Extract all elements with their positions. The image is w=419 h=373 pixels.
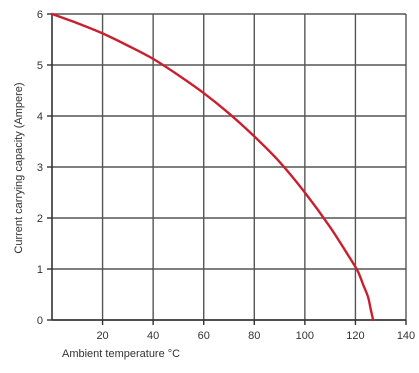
x-tick-label: 100 (296, 330, 314, 342)
series-line (50, 12, 375, 322)
y-tick-label: 0 (37, 315, 43, 327)
x-axis-label: Ambient temperature °C (62, 348, 180, 360)
axes (47, 13, 407, 325)
y-tick-label: 3 (37, 162, 43, 174)
grid (52, 13, 407, 321)
x-tick-label: 20 (96, 330, 108, 342)
x-tick-label: 80 (248, 330, 260, 342)
y-tick-label: 6 (37, 9, 43, 21)
y-tick-label: 2 (37, 213, 43, 225)
x-tick-label: 60 (198, 330, 210, 342)
x-tick-label: 120 (346, 330, 364, 342)
tick-labels: 0 1 2 3 4 5 6 20 40 60 80 100 120 140 (37, 9, 415, 342)
y-tick-label: 5 (37, 60, 43, 72)
x-tick-label: 140 (397, 330, 415, 342)
y-tick-label: 4 (37, 111, 43, 123)
x-tick-label: 40 (147, 330, 159, 342)
series (50, 12, 375, 322)
y-tick-label: 1 (37, 264, 43, 276)
y-axis-label: Current carrying capacity (Ampere) (13, 82, 25, 253)
